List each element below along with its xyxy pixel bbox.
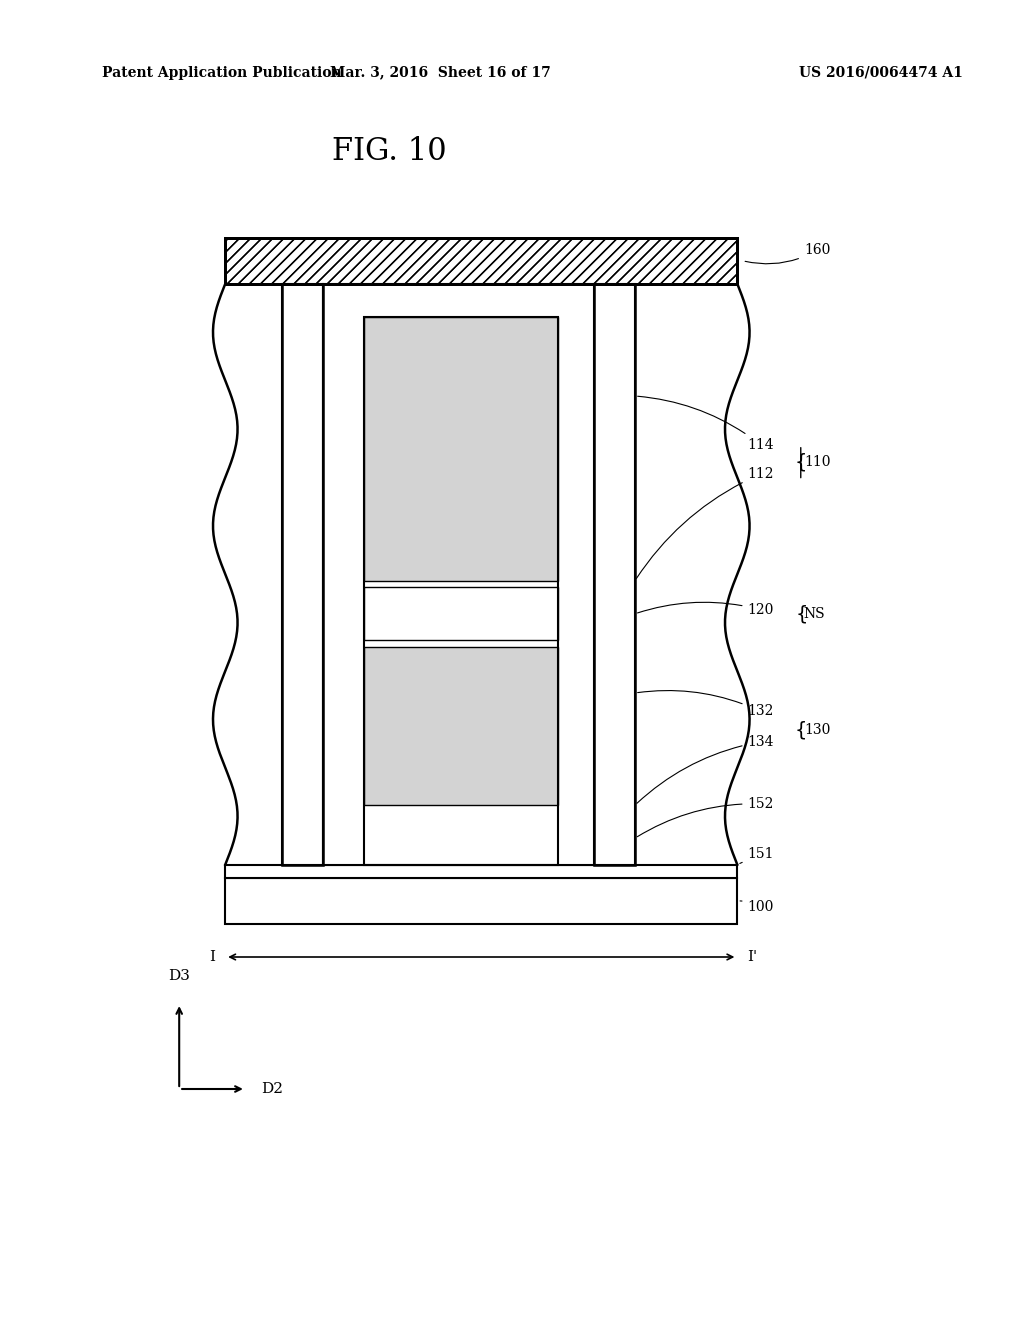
Bar — [282, 284, 323, 865]
Bar — [225, 238, 737, 284]
Text: 100: 100 — [740, 900, 774, 915]
Text: NS: NS — [804, 607, 825, 620]
Text: 152: 152 — [637, 797, 774, 837]
Text: D3: D3 — [168, 969, 190, 983]
Text: {: { — [796, 605, 808, 623]
Text: 120: 120 — [638, 602, 774, 616]
Bar — [364, 317, 558, 581]
Text: FIG. 10: FIG. 10 — [332, 136, 446, 168]
Bar — [364, 317, 558, 865]
Bar — [364, 587, 558, 640]
Text: D2: D2 — [261, 1082, 283, 1096]
Text: US 2016/0064474 A1: US 2016/0064474 A1 — [799, 66, 963, 79]
Text: {: { — [795, 721, 807, 739]
Bar — [225, 238, 737, 284]
Bar — [594, 284, 635, 865]
Bar — [594, 284, 635, 865]
Text: 110: 110 — [804, 455, 830, 469]
Bar — [282, 284, 323, 865]
Bar — [225, 878, 737, 924]
Text: Mar. 3, 2016  Sheet 16 of 17: Mar. 3, 2016 Sheet 16 of 17 — [330, 66, 551, 79]
Bar — [364, 647, 558, 805]
Text: 151: 151 — [739, 847, 774, 863]
Bar — [323, 284, 594, 865]
Bar — [225, 238, 737, 284]
Bar — [225, 865, 737, 878]
Text: 132: 132 — [638, 690, 774, 718]
Text: 134: 134 — [637, 735, 774, 804]
Text: 114: 114 — [638, 396, 774, 451]
Text: 112: 112 — [636, 467, 774, 578]
Text: I: I — [209, 950, 215, 964]
Text: 160: 160 — [745, 243, 830, 264]
Text: {: { — [795, 453, 807, 471]
Text: 130: 130 — [804, 723, 830, 737]
Text: I': I' — [748, 950, 758, 964]
Text: Patent Application Publication: Patent Application Publication — [102, 66, 342, 79]
